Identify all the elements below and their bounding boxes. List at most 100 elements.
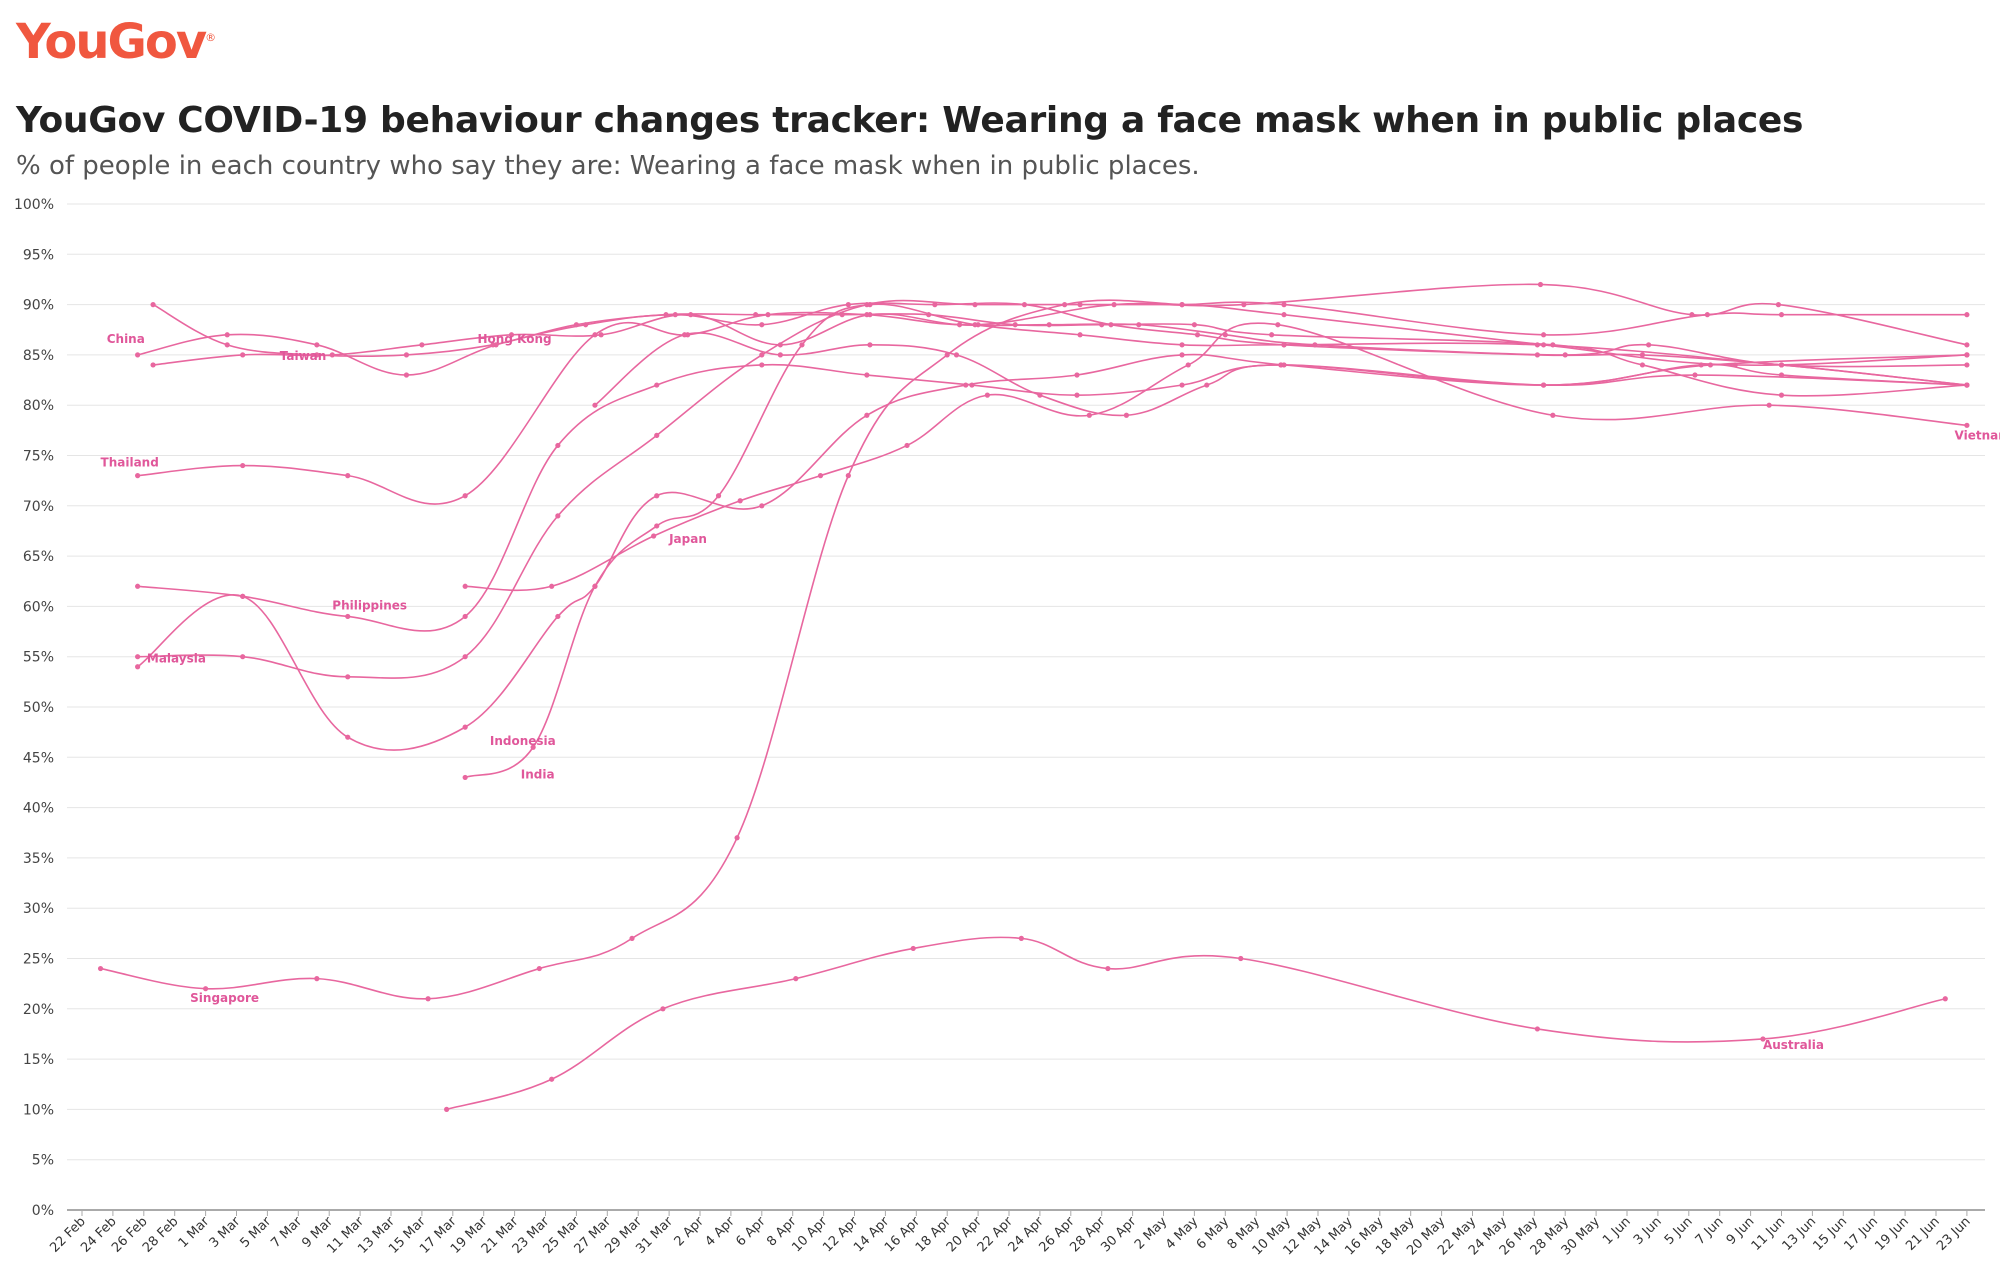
data-point-australia: [1018, 935, 1024, 941]
data-point-vietnam: [1204, 382, 1210, 388]
data-point-hong-kong: [403, 352, 410, 358]
data-point-indonesia: [135, 664, 141, 670]
x-tick-label: 6 May: [1194, 1214, 1233, 1253]
data-point-vietnam: [1540, 382, 1547, 388]
data-point-malaysia: [462, 654, 468, 660]
y-tick-label: 90%: [23, 298, 54, 314]
data-point-vietnam: [1037, 392, 1043, 398]
data-point-japan: [1550, 412, 1556, 418]
data-point-japan: [549, 583, 555, 589]
y-tick-label: 35%: [23, 851, 54, 867]
data-point-indonesia: [864, 412, 870, 418]
data-point-singapore: [944, 352, 950, 358]
data-point-japan: [1964, 422, 1970, 428]
data-point-hong-kong: [1012, 322, 1018, 328]
data-point-china: [845, 302, 851, 308]
data-point-thailand: [1775, 302, 1782, 308]
x-tick-label: 1 Jun: [1600, 1214, 1634, 1248]
data-point-philippines: [1074, 392, 1080, 398]
data-point-india: [1281, 342, 1287, 348]
y-axis: 0% 5% 10% 15% 20% 25% 30% 35% 40% 45% 50% 55% 60% 65%…: [14, 197, 54, 1219]
data-point-vietnam: [1123, 412, 1130, 418]
data-point-thailand: [765, 312, 771, 318]
x-tick-label: 2 Apr: [672, 1214, 708, 1250]
data-point-singapore: [1964, 352, 1970, 358]
data-point-japan: [1275, 322, 1281, 328]
data-point-vietnam: [592, 402, 598, 408]
data-point-indonesia: [555, 613, 561, 620]
x-tick-label: 1 Mar: [176, 1214, 213, 1251]
data-point-japan: [1766, 402, 1772, 408]
x-tick-label: 21 Jun: [1903, 1214, 1943, 1254]
series-line-philippines: [137, 363, 1967, 632]
x-tick-label: 13 Jun: [1780, 1214, 1820, 1254]
data-point-thailand: [1964, 342, 1970, 348]
y-tick-label: 100%: [14, 197, 54, 213]
x-tick-label: 5 Mar: [238, 1214, 275, 1251]
y-tick-label: 5%: [32, 1153, 54, 1169]
y-tick-label: 75%: [23, 449, 54, 465]
series-label-india: India: [521, 767, 555, 781]
data-point-indonesia: [240, 593, 246, 599]
x-tick-label: 11 Jun: [1749, 1214, 1789, 1254]
data-point-singapore: [629, 935, 635, 941]
data-point-china: [1194, 332, 1201, 338]
data-point-japan: [817, 473, 824, 479]
x-tick-label: 15 Jun: [1811, 1214, 1851, 1254]
series-label-hong-kong: Hong Kong: [478, 332, 552, 346]
series-label-taiwan: Taiwan: [280, 349, 327, 363]
data-point-japan: [1086, 412, 1092, 418]
data-point-australia: [1534, 1026, 1540, 1032]
data-point-hong-kong: [224, 342, 230, 348]
data-point-philippines: [864, 372, 870, 378]
data-point-philippines: [759, 362, 765, 368]
series-line-hong-kong: [152, 303, 1967, 397]
data-point-hong-kong: [150, 302, 156, 308]
data-point-india: [715, 493, 722, 499]
data-point-australia: [1238, 955, 1244, 962]
data-point-hong-kong: [663, 312, 669, 318]
data-point-indonesia: [1074, 372, 1080, 378]
data-point-thailand: [864, 312, 870, 318]
series-line-indonesia: [137, 353, 1967, 751]
series-label-thailand: Thailand: [101, 456, 159, 470]
data-point-singapore: [734, 835, 740, 841]
x-tick-label: 4 May: [1163, 1214, 1202, 1253]
x-tick-label: 6 Apr: [733, 1214, 769, 1250]
data-point-vietnam: [867, 342, 873, 348]
data-point-india: [972, 322, 978, 328]
data-point-malaysia: [1540, 332, 1547, 338]
data-point-australia: [1760, 1036, 1766, 1042]
x-tick-label: 7 Jun: [1693, 1214, 1727, 1248]
data-point-thailand: [1241, 302, 1247, 308]
series-line-malaysia: [137, 299, 1967, 679]
data-point-india: [592, 583, 598, 589]
data-point-thailand: [135, 473, 141, 479]
data-point-vietnam: [1278, 362, 1284, 368]
series-label-australia: Australia: [1763, 1038, 1824, 1052]
data-point-vietnam: [1778, 372, 1785, 378]
series-line-australia: [446, 936, 1946, 1111]
data-point-vietnam: [1964, 382, 1970, 388]
data-point-japan: [737, 498, 743, 504]
data-point-singapore: [1281, 312, 1287, 318]
data-point-india: [799, 342, 805, 348]
series-line-taiwan: [152, 313, 1967, 368]
data-point-indonesia: [759, 503, 765, 509]
data-point-malaysia: [654, 432, 660, 438]
data-point-vietnam: [681, 332, 688, 338]
y-tick-label: 85%: [23, 348, 54, 364]
y-tick-label: 25%: [23, 952, 54, 968]
data-point-singapore: [425, 996, 431, 1002]
data-point-japan: [1185, 362, 1191, 368]
data-point-china: [1639, 352, 1646, 358]
data-point-taiwan: [419, 342, 425, 348]
data-point-thailand: [462, 493, 468, 499]
data-point-taiwan: [1964, 362, 1970, 368]
y-tick-label: 55%: [23, 650, 54, 666]
data-point-thailand: [240, 462, 246, 469]
data-point-singapore: [1540, 342, 1547, 348]
data-point-hong-kong: [1269, 332, 1275, 338]
yougov-logo: YouGov®: [16, 14, 216, 70]
data-point-malaysia: [1077, 302, 1083, 308]
